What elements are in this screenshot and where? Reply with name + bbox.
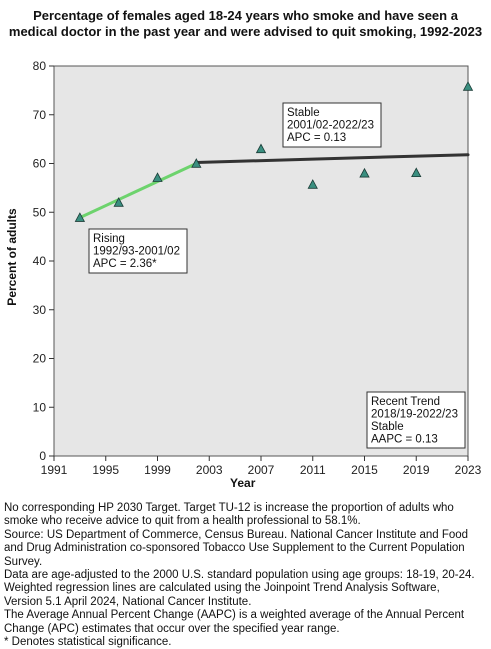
footnote-line: The Average Annual Percent Change (AAPC)… — [4, 609, 465, 622]
annotation-text: Rising — [93, 233, 125, 245]
x-axis-label: Year — [230, 476, 256, 490]
x-tick-label: 2007 — [248, 463, 275, 477]
annotation-box — [282, 102, 382, 148]
x-tick-label: 2015 — [351, 463, 378, 477]
y-axis-label: Percent of adults — [5, 208, 19, 306]
annotation-box — [366, 391, 466, 449]
chart-title: Percentage of females aged 18-24 years w… — [0, 8, 491, 40]
y-tick-label: 80 — [33, 59, 47, 73]
annotation-box — [88, 228, 188, 274]
data-point — [74, 212, 86, 222]
annotation-text: 2018/19-2022/23 — [371, 409, 458, 421]
chart-title-line-1: Percentage of females aged 18-24 years w… — [33, 8, 458, 23]
data-point — [152, 172, 163, 182]
footnote-line: * Denotes statistical significance. — [4, 636, 172, 649]
annotation-text: 1992/93-2001/02 — [93, 246, 180, 258]
annotation-text: APC = 2.36* — [93, 258, 157, 270]
annotation-text: APC = 0.13 — [287, 132, 346, 144]
footnotes: No corresponding HP 2030 Target. Target … — [4, 502, 488, 649]
annotation-text: Stable — [371, 421, 404, 433]
footnote-line: and Drug Administration co-sponsored Tob… — [4, 542, 465, 555]
footnote-line: Change (APC) estimates that occur over t… — [4, 622, 340, 635]
y-tick-label: 40 — [33, 254, 47, 268]
data-point — [359, 167, 370, 178]
trend-line-stable — [194, 153, 470, 165]
annotation-text: AAPC = 0.13 — [371, 434, 438, 446]
footnote-line: Survey. — [4, 555, 43, 568]
y-tick-label: 10 — [33, 400, 47, 414]
footnote-line: Data are age-adjusted to the 2000 U.S. s… — [4, 569, 475, 582]
x-tick-label: 1999 — [144, 463, 171, 477]
annotation-text: Stable — [287, 107, 320, 119]
y-tick-label: 20 — [33, 352, 47, 366]
annotation-text: 2001/02-2022/23 — [287, 120, 374, 132]
footnote-line: smoke who receive advice to quit from a … — [4, 515, 361, 528]
chart-area: 0 10 20 30 40 50 60 70 80 1991 1995 1999 2003 2007 201… — [33, 59, 482, 477]
y-tick-label: 30 — [33, 303, 47, 317]
y-tick-label: 60 — [33, 157, 47, 171]
data-point — [411, 167, 422, 177]
footnote-line: No corresponding HP 2030 Target. Target … — [4, 502, 454, 514]
footnote-line: Weighted regression lines are calculated… — [4, 582, 440, 595]
x-tick-label: 1991 — [41, 463, 68, 477]
data-point — [255, 143, 267, 154]
annotation-text: Recent Trend — [371, 396, 440, 408]
y-tick-label: 50 — [33, 205, 47, 219]
footnote-line: Source: US Department of Commerce, Censu… — [4, 528, 469, 541]
trend-line-rising — [78, 162, 198, 220]
y-tick-label: 0 — [39, 449, 46, 463]
data-point — [191, 158, 202, 168]
data-point — [462, 81, 474, 91]
x-tick-label: 2023 — [455, 463, 482, 477]
x-tick-label: 2003 — [196, 463, 223, 477]
data-point — [113, 197, 124, 207]
x-tick-label: 2019 — [403, 463, 430, 477]
x-tick-label: 1995 — [92, 463, 119, 477]
data-point — [307, 179, 318, 189]
footnote-line: Version 5.1 April 2024, National Cancer … — [4, 595, 252, 608]
chart-title-line-2: medical doctor in the past year and were… — [8, 24, 483, 39]
y-tick-label: 70 — [33, 108, 47, 122]
x-tick-label: 2011 — [300, 463, 326, 477]
